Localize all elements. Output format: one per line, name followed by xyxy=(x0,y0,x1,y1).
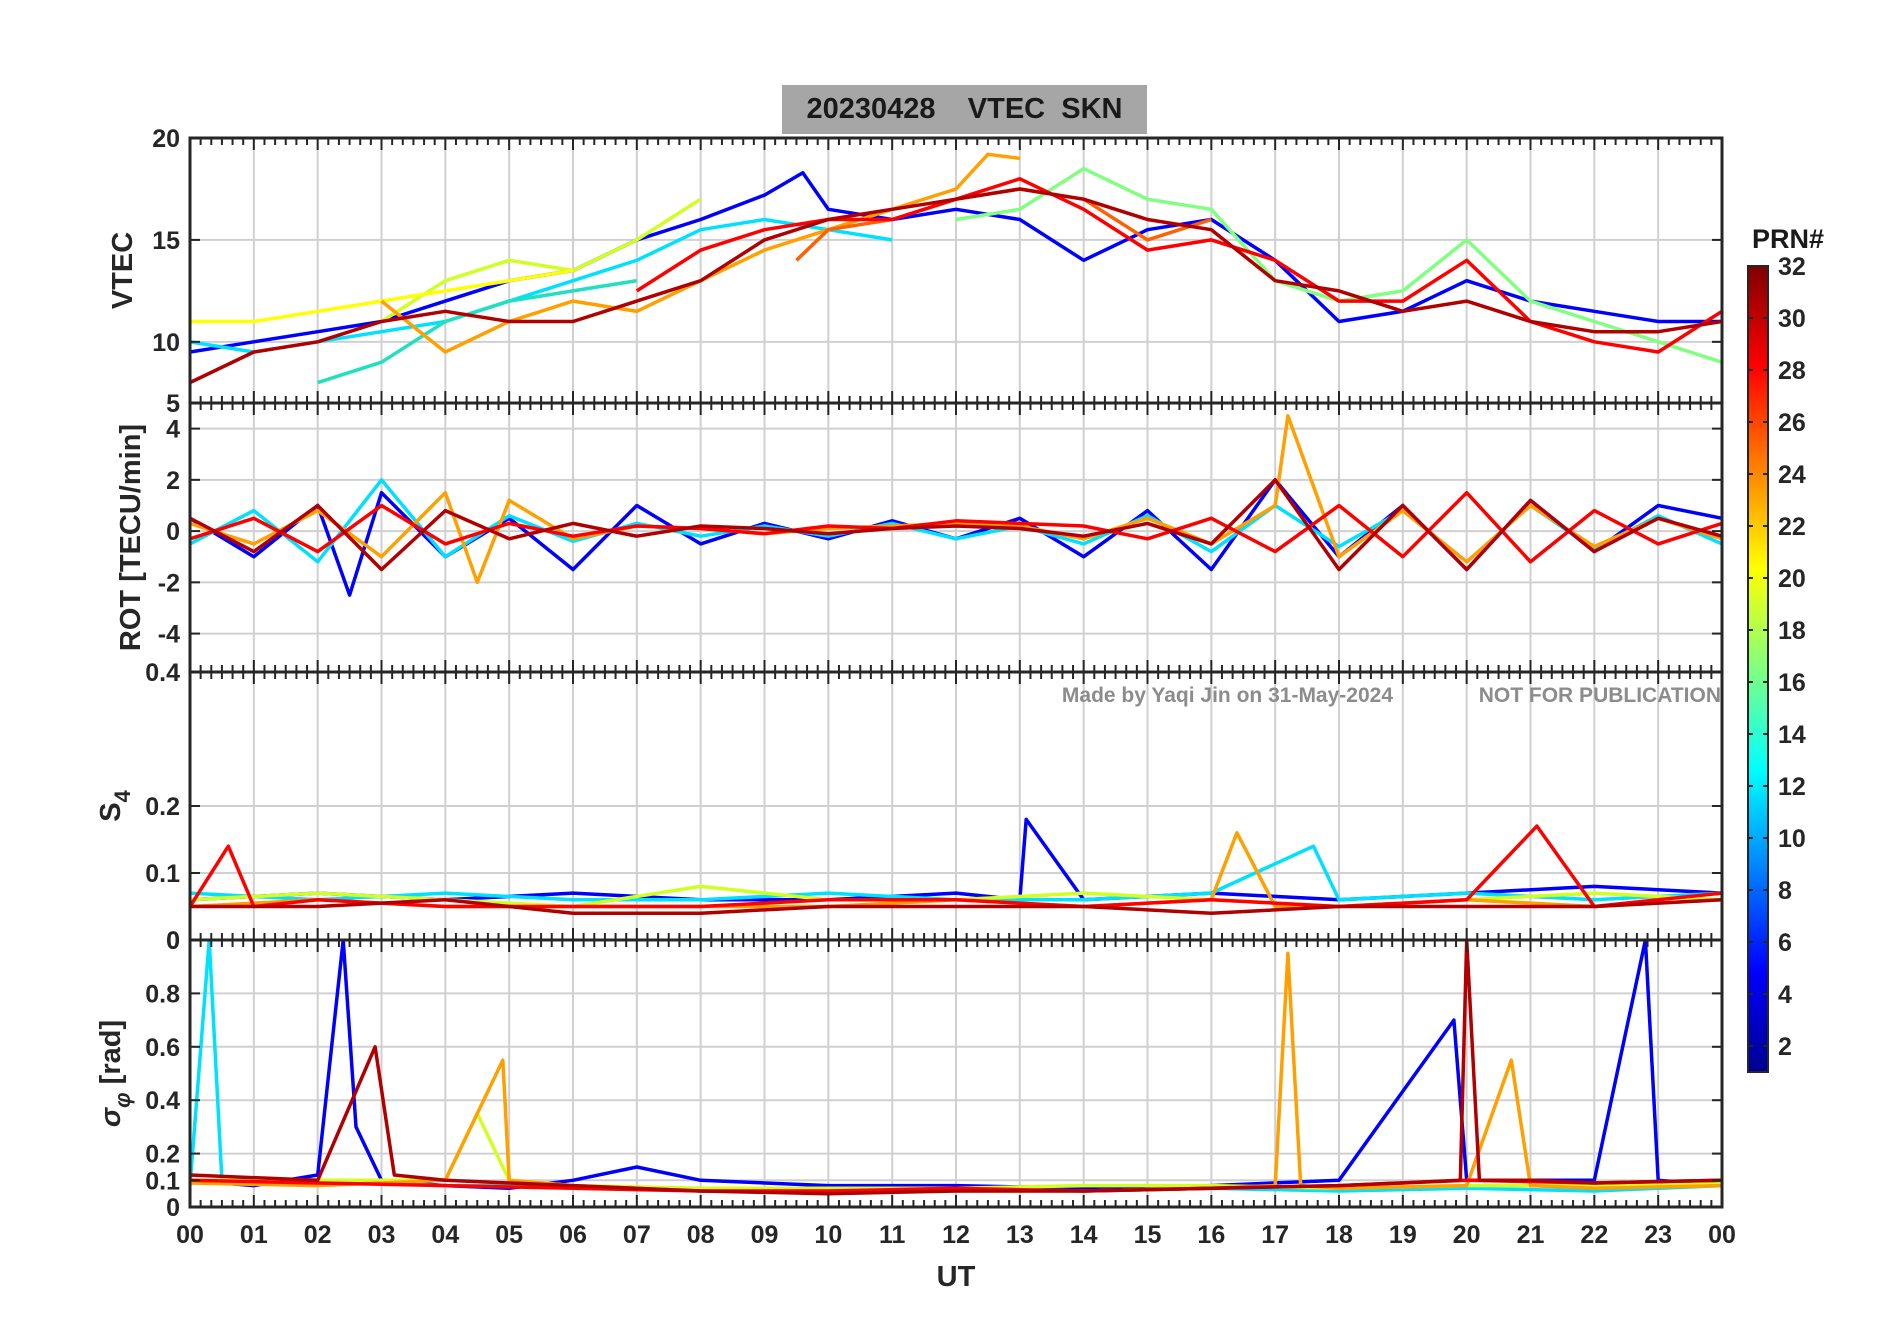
y-tick-label: -2 xyxy=(158,569,180,597)
x-tick-label: 12 xyxy=(942,1221,970,1249)
colorbar-tick-label: 12 xyxy=(1778,773,1806,801)
x-tick-label: 18 xyxy=(1325,1221,1353,1249)
x-tick-label: 11 xyxy=(879,1221,906,1249)
colorbar-tick-label: 14 xyxy=(1778,721,1806,749)
colorbar-tick-label: 28 xyxy=(1778,357,1806,385)
y-axis-label: S4 xyxy=(95,789,135,821)
y-tick-label: 0 xyxy=(166,927,180,955)
y-tick-label: 0 xyxy=(166,1194,180,1222)
colorbar-tick-label: 16 xyxy=(1778,669,1806,697)
y-tick-label: 0.6 xyxy=(145,1034,180,1062)
y-tick-label: 0.1 xyxy=(145,1167,180,1195)
chart-title: 20230428 VTEC SKN xyxy=(806,93,1123,125)
title-box xyxy=(782,85,1147,134)
colorbar-tick-label: 8 xyxy=(1778,877,1792,905)
series-group xyxy=(190,940,1722,1196)
y-tick-label: 0.4 xyxy=(145,659,180,687)
x-tick-label: 23 xyxy=(1644,1221,1672,1249)
y-tick-label: 0 xyxy=(166,518,180,546)
y-tick-label: 0.2 xyxy=(145,793,180,821)
x-axis: 00 01 02 03 04 05 06 07 08 09 10 11 12 13 14 15 16 17 18 19… xyxy=(176,1221,1736,1293)
colorbar-tick-label: 10 xyxy=(1778,825,1806,853)
x-tick-label: 04 xyxy=(431,1221,459,1249)
series-line-prn-31 xyxy=(190,940,1722,1196)
colorbar-tick-label: 6 xyxy=(1778,929,1792,957)
colorbar-tick-label: 30 xyxy=(1778,305,1806,333)
watermark-author: Made by Yaqi Jin on 31-May-2024 xyxy=(1062,684,1393,707)
y-tick-label: 2 xyxy=(166,467,180,495)
panel-vtec: 10 15 20 VTEC xyxy=(107,125,1724,405)
x-tick-label: 09 xyxy=(751,1221,779,1249)
series-line-prn-31 xyxy=(190,898,1722,915)
series-line-prn-19 xyxy=(380,197,702,323)
y-tick-label: 0 xyxy=(166,927,180,955)
colorbar-tick-label: 18 xyxy=(1778,617,1806,645)
x-tick-label: 10 xyxy=(814,1221,842,1249)
series-line-prn-31 xyxy=(190,478,1722,572)
x-tick-label: 16 xyxy=(1197,1221,1225,1249)
colorbar-tick-label: 20 xyxy=(1778,565,1806,593)
series-line-prn-28 xyxy=(190,824,1722,909)
x-tick-label: 06 xyxy=(559,1221,587,1249)
x-axis-label: UT xyxy=(937,1261,976,1293)
y-axis-label: σφ [rad] xyxy=(95,1020,135,1127)
x-tick-label: 05 xyxy=(495,1221,523,1249)
y-tick-label: 0.8 xyxy=(145,980,180,1008)
x-tick-label: 14 xyxy=(1070,1221,1098,1249)
series-line-prn-31 xyxy=(190,187,1722,385)
y-tick-label: 20 xyxy=(152,125,180,153)
y-tick-label: 5 xyxy=(166,390,180,418)
series-line-prn-23 xyxy=(190,414,1722,585)
colorbar-tick-label: 32 xyxy=(1778,253,1806,281)
series-line-prn-14 xyxy=(317,278,638,385)
colorbar-tick-label: 22 xyxy=(1778,513,1806,541)
x-tick-label: 08 xyxy=(687,1221,715,1249)
x-tick-label: 22 xyxy=(1580,1221,1608,1249)
x-tick-label: 21 xyxy=(1517,1221,1545,1249)
x-tick-label: 00 xyxy=(176,1221,204,1249)
y-axis-label: VTEC xyxy=(107,232,139,309)
colorbar-gradient xyxy=(1747,265,1769,1073)
series-group xyxy=(190,817,1722,915)
x-tick-label: 01 xyxy=(240,1221,268,1249)
colorbar-label: PRN# xyxy=(1752,224,1824,254)
y-tick-label: 10 xyxy=(152,329,180,357)
y-tick-label: 4 xyxy=(166,416,180,444)
series-line-prn-28 xyxy=(190,1178,1722,1193)
series-line-prn-12 xyxy=(190,844,1722,902)
y-tick-label: 15 xyxy=(152,227,180,255)
x-tick-label: 17 xyxy=(1261,1221,1289,1249)
y-tick-label: 0.2 xyxy=(145,1141,180,1169)
colorbar-tick-label: 26 xyxy=(1778,409,1806,437)
colorbar-tick-label: 24 xyxy=(1778,461,1806,489)
y-tick-label: 0.1 xyxy=(145,860,180,888)
y-axis-label: ROT [TECU/min] xyxy=(115,424,147,651)
x-tick-label: 00 xyxy=(1708,1221,1736,1249)
watermark-notice: NOT FOR PUBLICATION xyxy=(1479,684,1721,707)
series-group xyxy=(190,152,1722,385)
panel-rot: -4 -2 0 2 45 ROT [TECU/min] xyxy=(115,390,1724,674)
x-tick-label: 19 xyxy=(1389,1221,1417,1249)
x-tick-label: 03 xyxy=(368,1221,396,1249)
x-tick-label: 02 xyxy=(304,1221,332,1249)
y-tick-label: 0.4 xyxy=(145,1087,180,1115)
panel-s4: 0 0.1 0.2 0.4 S4 xyxy=(95,659,1724,955)
colorbar-tick-label: 2 xyxy=(1778,1033,1792,1061)
x-tick-label: 20 xyxy=(1453,1221,1481,1249)
series-line-prn-4 xyxy=(190,170,1722,354)
x-tick-label: 15 xyxy=(1134,1221,1162,1249)
y-tick-label: -4 xyxy=(158,621,180,649)
x-tick-label: 13 xyxy=(1006,1221,1034,1249)
colorbar-tick-label: 4 xyxy=(1778,981,1792,1009)
series-group xyxy=(190,414,1722,597)
series-line-prn-28 xyxy=(190,490,1722,564)
series-line-prn-23 xyxy=(380,152,1021,354)
x-tick-label: 07 xyxy=(623,1221,651,1249)
